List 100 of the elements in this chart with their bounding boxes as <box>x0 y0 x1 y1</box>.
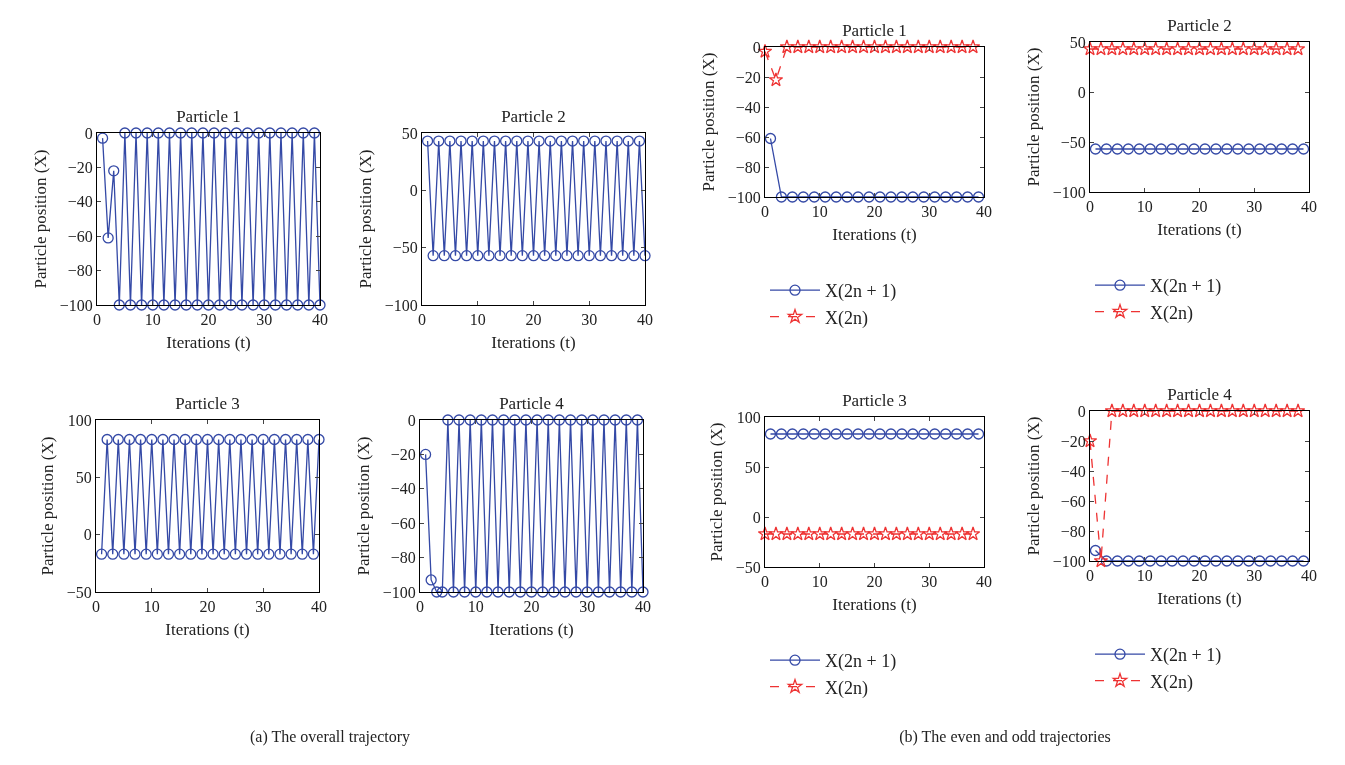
legend-label: X(2n + 1) <box>1150 276 1222 298</box>
point <box>878 39 893 54</box>
point <box>790 39 806 54</box>
point <box>219 127 231 139</box>
point <box>1257 403 1273 418</box>
x-tick-label: 20 <box>866 203 883 221</box>
point <box>1232 555 1244 567</box>
y-tick-label: −40 <box>390 480 416 498</box>
point <box>425 574 437 586</box>
point <box>768 72 784 87</box>
point <box>1115 403 1131 418</box>
point <box>1104 403 1120 418</box>
y-axis-title: Particle position (X) <box>699 52 719 192</box>
point <box>531 414 543 426</box>
point <box>775 191 788 203</box>
legend-label: X(2n + 1) <box>825 651 897 673</box>
point <box>113 299 125 311</box>
point <box>1235 403 1251 418</box>
y-tick-label: −80 <box>67 262 93 280</box>
chart-title: Particle 1 <box>842 21 907 40</box>
legend-label: X(2n) <box>825 677 868 699</box>
point <box>1111 555 1124 567</box>
point <box>830 191 842 203</box>
point <box>169 299 181 311</box>
point <box>1214 403 1229 418</box>
y-tick-label: 100 <box>736 408 761 426</box>
point <box>1155 555 1167 567</box>
point <box>514 586 526 598</box>
point <box>896 191 908 203</box>
point <box>587 414 599 426</box>
point <box>889 39 904 54</box>
point <box>191 299 203 311</box>
point <box>102 232 114 244</box>
point <box>1203 403 1218 418</box>
x-tick-label: 10 <box>467 598 484 616</box>
y-tick-label: −60 <box>390 514 416 532</box>
y-tick-label: −100 <box>384 296 418 314</box>
point <box>258 299 270 311</box>
point <box>1089 544 1102 557</box>
point <box>247 299 259 311</box>
y-tick-label: −60 <box>67 227 93 245</box>
chart-title: Particle 3 <box>175 394 240 413</box>
point <box>1297 555 1310 567</box>
point <box>598 414 610 426</box>
x-tick-label: 20 <box>199 598 216 616</box>
point <box>845 39 860 54</box>
point <box>431 586 443 598</box>
point <box>812 39 828 54</box>
x-axis-title: Iterations (t) <box>489 619 574 639</box>
point <box>841 191 853 203</box>
legend-label: X(2n + 1) <box>825 281 897 303</box>
y-tick-label: −80 <box>390 549 416 567</box>
point <box>1144 555 1156 567</box>
chart-title: Particle 1 <box>176 107 241 126</box>
y-tick-label: −20 <box>735 68 761 86</box>
x-tick-label: 10 <box>1136 198 1153 216</box>
x-tick-label: 30 <box>581 311 598 329</box>
point <box>808 191 820 203</box>
point <box>823 39 839 54</box>
point <box>442 414 454 426</box>
x-tick-label: 30 <box>921 573 938 591</box>
point <box>1122 555 1134 567</box>
point <box>972 191 985 203</box>
point <box>797 191 809 203</box>
y-tick-label: −20 <box>390 446 416 463</box>
x-tick-label: 40 <box>1301 198 1317 216</box>
x-axis-title: Iterations (t) <box>1157 588 1242 608</box>
point <box>1166 555 1178 567</box>
y-tick-label: −60 <box>1060 492 1086 510</box>
point <box>503 586 515 598</box>
point <box>225 299 237 311</box>
point <box>570 586 582 598</box>
point <box>230 127 243 139</box>
x-tick-label: 10 <box>811 573 828 591</box>
y-tick-label: 0 <box>752 38 761 56</box>
y-tick-label: 50 <box>401 124 418 142</box>
x-tick-label: 20 <box>523 598 540 616</box>
point <box>542 414 554 426</box>
point <box>180 299 192 311</box>
point <box>637 586 649 598</box>
point <box>458 586 471 598</box>
point <box>130 127 142 139</box>
point <box>297 127 309 139</box>
point <box>1148 403 1164 418</box>
y-tick-label: 50 <box>1069 33 1086 51</box>
x-tick-label: 40 <box>976 203 992 221</box>
point <box>186 127 198 139</box>
point <box>581 586 593 598</box>
point <box>119 127 131 139</box>
point <box>135 299 148 311</box>
y-tick-label: −100 <box>727 188 761 206</box>
y-axis-title: Particle position (X) <box>31 149 51 289</box>
point <box>253 127 265 139</box>
x-tick-label: 10 <box>811 203 828 221</box>
point <box>1225 403 1240 418</box>
point <box>907 191 919 203</box>
point <box>950 191 963 203</box>
point <box>436 586 448 598</box>
point <box>509 414 521 426</box>
point <box>1137 403 1153 418</box>
